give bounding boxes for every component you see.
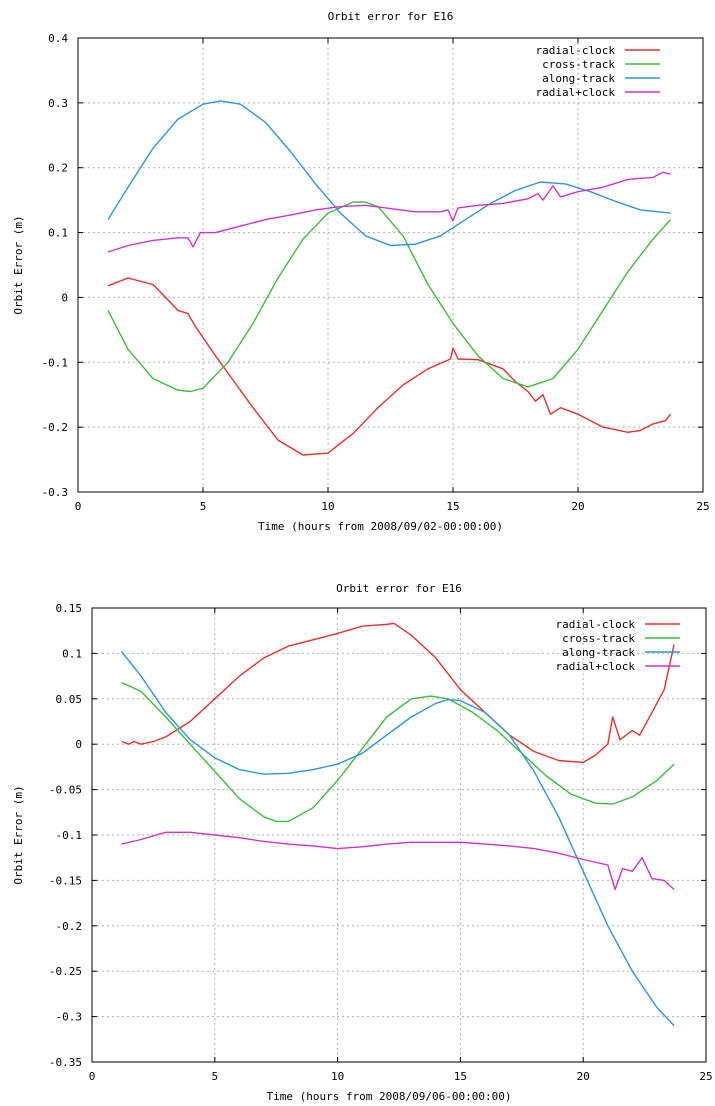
x-tick-label: 15: [446, 500, 459, 513]
x-tick-label: 25: [699, 1070, 712, 1083]
y-tick-label: 0.2: [48, 162, 68, 175]
x-tick-label: 5: [211, 1070, 218, 1083]
chart-1: 0 5 10 15 20 25 -0.3 -0.2 -0.1 0 0.1 0.2 0.3 0.4 Orbit…: [12, 10, 710, 533]
x-axis-label: Time (hours from 2008/09/06-00:00:00): [266, 1090, 511, 1103]
y-tick-label: 0.15: [56, 602, 83, 615]
y-tick-label: 0: [61, 291, 68, 304]
series-line-cross-track: [121, 681, 675, 823]
x-axis-label: Time (hours from 2008/09/02-00:00:00): [258, 520, 503, 533]
legend-label: along-track: [542, 72, 615, 85]
chart-title: Orbit error for E16: [336, 582, 462, 595]
plot-frame: [77, 37, 704, 493]
x-tick-label: 0: [89, 1070, 96, 1083]
y-tick-label: -0.3: [56, 1011, 83, 1024]
x-tick-label: 5: [200, 500, 207, 513]
y-tick-label: -0.1: [56, 829, 83, 842]
y-tick-label: -0.35: [49, 1056, 82, 1069]
y-tick-label: -0.1: [42, 356, 69, 369]
series-line-radial-clock: [121, 622, 675, 764]
x-tick-label: 0: [75, 500, 82, 513]
plot-frame: [91, 607, 707, 1063]
legend-label: cross-track: [542, 58, 615, 71]
x-tick-label: 15: [454, 1070, 467, 1083]
y-tick-label: 0.05: [56, 693, 83, 706]
y-axis-label: Orbit Error (m): [12, 215, 25, 314]
y-tick-label: -0.05: [49, 784, 82, 797]
y-tick-label: -0.2: [42, 421, 69, 434]
x-tick-label: 20: [577, 1070, 590, 1083]
y-tick-label: 0.3: [48, 97, 68, 110]
legend-label: cross-track: [562, 632, 635, 645]
series-line-radial-clock: [121, 831, 675, 891]
y-axis-label: Orbit Error (m): [12, 785, 25, 884]
series-line-radial-clock: [107, 171, 671, 253]
legend-label: radial-clock: [556, 618, 636, 631]
y-tick-label: -0.2: [56, 920, 83, 933]
series-line-cross-track: [107, 201, 672, 393]
y-tick-label: -0.25: [49, 965, 82, 978]
legend-label: radial+clock: [556, 660, 636, 673]
legend-label: radial-clock: [536, 44, 616, 57]
y-tick-label: 0.1: [48, 227, 68, 240]
chart-title: Orbit error for E16: [328, 10, 454, 23]
y-tick-label: 0: [75, 738, 82, 751]
chart-2: 0 5 10 15 20 25 -0.35 -0.3 -0.25 -0.2 -0.15 -0.1 -0.…: [12, 582, 713, 1103]
y-tick-label: -0.3: [42, 486, 69, 499]
y-tick-label: 0.4: [48, 32, 68, 45]
x-tick-label: 10: [321, 500, 334, 513]
series-line-radial-clock: [107, 277, 672, 456]
legend-label: radial+clock: [536, 86, 616, 99]
series-line-along-track: [120, 651, 675, 1027]
legend-label: along-track: [562, 646, 635, 659]
series-line-along-track: [107, 100, 671, 247]
x-tick-label: 10: [331, 1070, 344, 1083]
y-tick-label: -0.15: [49, 874, 82, 887]
x-tick-label: 25: [696, 500, 709, 513]
x-tick-label: 20: [571, 500, 584, 513]
y-tick-label: 0.1: [62, 647, 82, 660]
